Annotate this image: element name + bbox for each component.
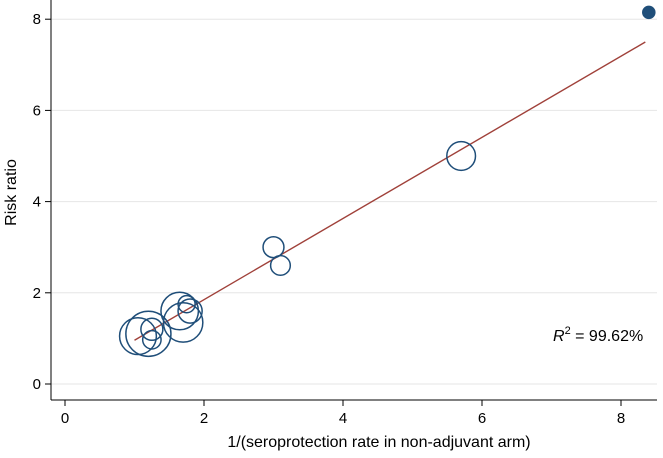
x-tick-label: 0 (61, 410, 69, 427)
x-tick-label: 6 (478, 410, 486, 427)
y-tick-label: 0 (33, 376, 41, 393)
data-point (269, 254, 292, 277)
r-squared-superscript: 2 (565, 325, 571, 337)
y-axis-title: Risk ratio (3, 159, 20, 226)
y-tick-label: 4 (33, 194, 41, 211)
data-point (446, 140, 477, 172)
data-point (642, 5, 656, 20)
x-axis-title: 1/(seroprotection rate in non-adjuvant a… (227, 434, 530, 451)
data-point (141, 329, 162, 350)
data-point (262, 236, 285, 259)
r-squared-symbol: R (553, 328, 565, 345)
r-squared-annotation: R2 = 99.62% (553, 325, 643, 345)
data-point (162, 302, 204, 343)
data-point (177, 298, 203, 324)
x-tick-label: 8 (617, 410, 625, 427)
axes: 0 2 4 6 8 0 2 4 6 8 (33, 0, 657, 427)
fit-line (134, 41, 646, 341)
data-point (177, 294, 196, 314)
grid-lines (51, 18, 657, 385)
x-tick-label: 4 (339, 410, 347, 427)
data-point (140, 317, 164, 342)
r-squared-value: = 99.62% (571, 328, 644, 345)
y-tick-label: 8 (33, 11, 41, 28)
y-tick-label: 6 (33, 102, 41, 119)
y-tick-label: 2 (33, 285, 41, 302)
points-layer (118, 5, 656, 358)
data-point (118, 316, 158, 356)
x-tick-label: 2 (200, 410, 208, 427)
data-point (125, 310, 172, 358)
fit-line-layer (134, 41, 646, 341)
